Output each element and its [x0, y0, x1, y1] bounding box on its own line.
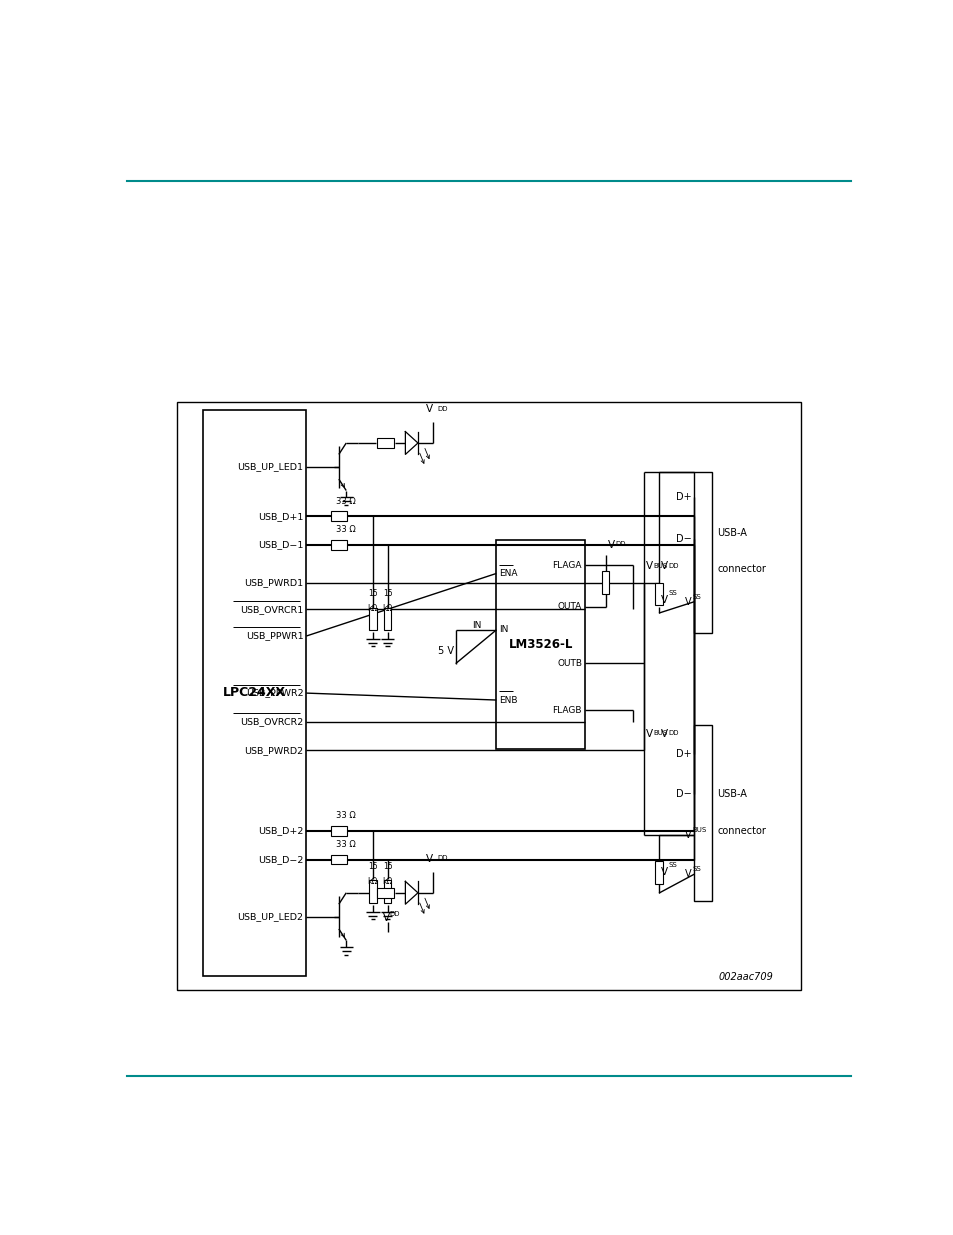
- Text: V: V: [426, 855, 433, 864]
- Text: V: V: [684, 830, 691, 840]
- Text: V: V: [660, 562, 668, 572]
- Text: USB_PPWR2: USB_PPWR2: [246, 689, 303, 698]
- Text: FLAGA: FLAGA: [552, 561, 581, 569]
- Text: USB_UP_LED2: USB_UP_LED2: [237, 913, 303, 921]
- Text: SS: SS: [692, 866, 700, 872]
- Bar: [203, 410, 306, 976]
- Bar: [331, 826, 347, 836]
- Bar: [655, 583, 662, 605]
- Text: IN: IN: [498, 625, 508, 635]
- Text: OUTA: OUTA: [558, 603, 581, 611]
- Text: 15: 15: [382, 589, 392, 598]
- Text: SS: SS: [668, 862, 677, 868]
- Bar: [655, 861, 662, 883]
- Text: USB_D+1: USB_D+1: [257, 511, 303, 521]
- Text: USB_PWRD2: USB_PWRD2: [244, 746, 303, 755]
- Text: connector: connector: [717, 564, 765, 574]
- Text: DD: DD: [436, 405, 447, 411]
- Text: USB_PPWR1: USB_PPWR1: [246, 631, 303, 641]
- Text: USB_PWRD1: USB_PWRD1: [244, 578, 303, 588]
- Text: V: V: [426, 405, 433, 415]
- Text: V: V: [382, 913, 389, 923]
- Text: D−: D−: [675, 789, 691, 799]
- Text: 5 V: 5 V: [437, 646, 454, 656]
- Text: V: V: [645, 729, 652, 739]
- Bar: [331, 855, 347, 864]
- Text: kΩ: kΩ: [382, 877, 393, 885]
- Text: V: V: [645, 562, 652, 572]
- Text: 33 Ω: 33 Ω: [335, 496, 355, 505]
- Text: 15: 15: [368, 862, 377, 871]
- Text: SS: SS: [692, 594, 700, 600]
- Text: LM3526-L: LM3526-L: [508, 638, 572, 651]
- Bar: [383, 608, 391, 630]
- Bar: [383, 881, 391, 903]
- Text: SS: SS: [668, 590, 677, 597]
- Text: V: V: [660, 729, 668, 739]
- Text: V: V: [684, 597, 691, 606]
- Text: D+: D+: [675, 493, 691, 503]
- Bar: [369, 608, 376, 630]
- Text: BUS: BUS: [692, 826, 706, 832]
- Bar: [694, 472, 712, 634]
- Text: USB_OVRCR2: USB_OVRCR2: [240, 718, 303, 726]
- Text: kΩ: kΩ: [382, 604, 393, 613]
- Text: V: V: [607, 540, 615, 550]
- Bar: [331, 511, 347, 521]
- Text: kΩ: kΩ: [367, 877, 377, 885]
- Text: D+: D+: [675, 748, 691, 758]
- Text: USB_D+2: USB_D+2: [257, 826, 303, 836]
- Text: V: V: [684, 869, 691, 879]
- Text: IN: IN: [472, 621, 481, 630]
- Text: DD: DD: [668, 562, 679, 568]
- Text: V: V: [660, 595, 668, 605]
- Text: 33 Ω: 33 Ω: [335, 525, 355, 534]
- Text: USB_D−1: USB_D−1: [257, 540, 303, 550]
- Text: BUS: BUS: [653, 730, 666, 736]
- Text: DD: DD: [668, 730, 679, 736]
- Bar: [369, 881, 376, 903]
- Text: FLAGB: FLAGB: [552, 706, 581, 715]
- Text: 33 Ω: 33 Ω: [335, 811, 355, 820]
- Text: connector: connector: [717, 825, 765, 836]
- Text: kΩ: kΩ: [367, 604, 377, 613]
- Text: DD: DD: [436, 856, 447, 862]
- Text: ENA: ENA: [498, 569, 517, 578]
- Text: USB_UP_LED1: USB_UP_LED1: [237, 462, 303, 472]
- Bar: [176, 403, 801, 989]
- Bar: [496, 540, 584, 750]
- Text: USB-A: USB-A: [717, 789, 746, 799]
- Text: DD: DD: [615, 541, 625, 547]
- Text: 15: 15: [368, 589, 377, 598]
- Text: ENB: ENB: [498, 695, 517, 704]
- Bar: [694, 725, 712, 902]
- Text: LPC24XX: LPC24XX: [223, 687, 286, 699]
- Bar: [376, 888, 394, 898]
- Text: BUS: BUS: [653, 562, 666, 568]
- Text: 15: 15: [382, 862, 392, 871]
- Text: OUTB: OUTB: [557, 659, 581, 668]
- Text: 33 Ω: 33 Ω: [335, 840, 355, 848]
- Text: USB-A: USB-A: [717, 529, 746, 538]
- Text: 002aac709: 002aac709: [718, 972, 772, 982]
- Text: USB_D−2: USB_D−2: [257, 855, 303, 864]
- Text: D−: D−: [675, 535, 691, 545]
- Bar: [376, 438, 394, 448]
- Bar: [331, 540, 347, 550]
- Text: DD: DD: [390, 911, 400, 916]
- Bar: [601, 571, 609, 594]
- Text: V: V: [660, 867, 668, 877]
- Text: USB_OVRCR1: USB_OVRCR1: [240, 605, 303, 614]
